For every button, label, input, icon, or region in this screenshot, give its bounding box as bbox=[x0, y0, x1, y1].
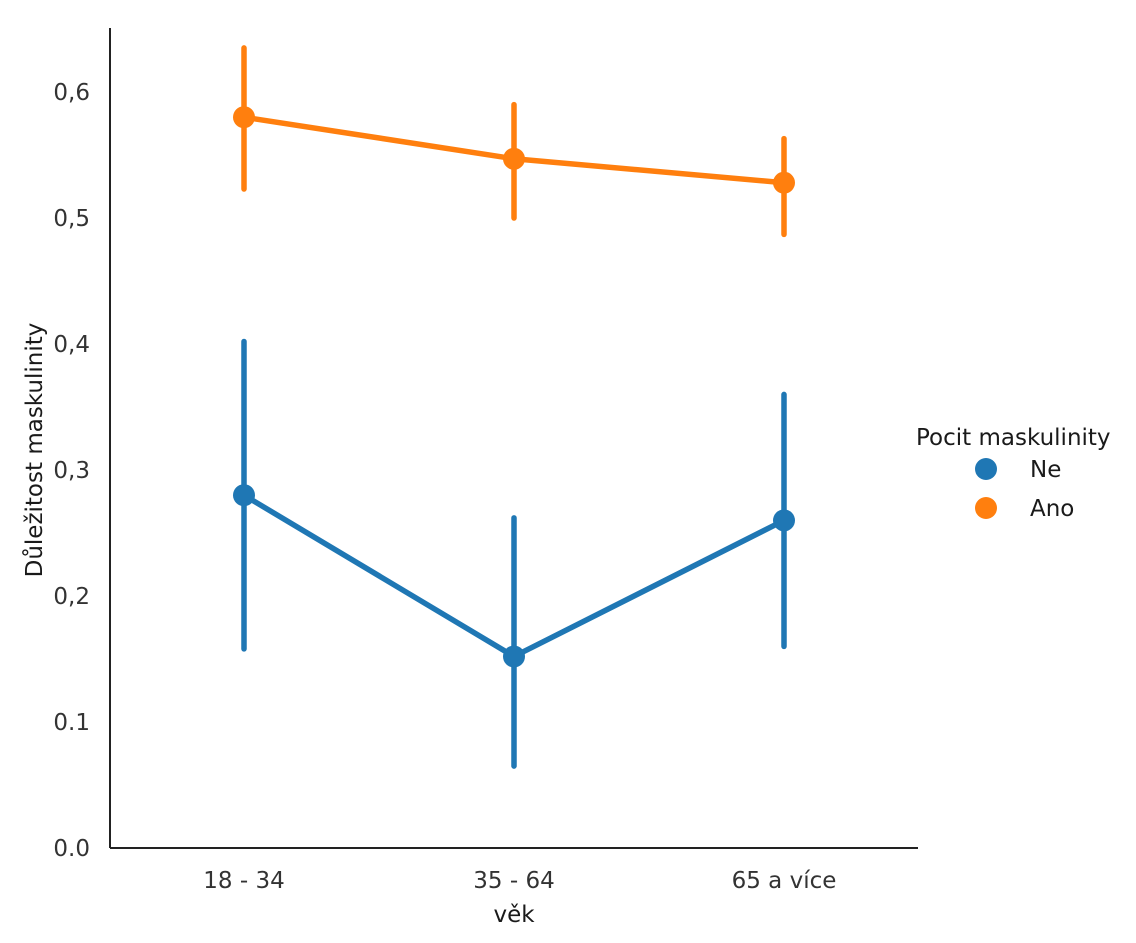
x-tick-label: 18 - 34 bbox=[203, 868, 284, 894]
y-axis-title: Důležitost maskulinity bbox=[21, 323, 48, 578]
data-point bbox=[233, 106, 255, 129]
series-ne bbox=[233, 338, 795, 769]
x-tick-label: 35 - 64 bbox=[473, 868, 554, 894]
axes bbox=[109, 28, 918, 849]
legend-marker bbox=[975, 497, 997, 519]
data-point bbox=[233, 484, 255, 507]
y-tick-label: 0,3 bbox=[53, 458, 90, 484]
y-tick-labels: 0.0 0.1 0,2 0,3 0,4 0,5 0,6 bbox=[53, 80, 90, 862]
data-point bbox=[503, 147, 525, 170]
y-tick-label: 0,2 bbox=[53, 584, 90, 610]
y-tick-label: 0.1 bbox=[53, 710, 90, 736]
x-axis-title: věk bbox=[493, 902, 535, 928]
y-tick-label: 0,5 bbox=[53, 206, 90, 232]
data-point bbox=[773, 509, 795, 532]
series-layer bbox=[233, 45, 795, 769]
legend-marker bbox=[975, 458, 997, 480]
y-tick-label: 0,4 bbox=[53, 332, 90, 358]
legend-title: Pocit maskulinity bbox=[916, 425, 1111, 451]
y-tick-label: 0,6 bbox=[53, 80, 90, 106]
x-tick-label: 65 a více bbox=[732, 868, 837, 894]
x-tick-labels: 18 - 34 35 - 64 65 a více bbox=[203, 868, 836, 894]
y-tick-label: 0.0 bbox=[53, 836, 90, 862]
legend: Pocit maskulinity Ne Ano bbox=[916, 425, 1111, 522]
legend-label: Ne bbox=[1030, 457, 1061, 483]
data-point bbox=[503, 645, 525, 668]
legend-label: Ano bbox=[1030, 496, 1074, 522]
data-point bbox=[773, 171, 795, 194]
series-ano bbox=[233, 45, 795, 238]
